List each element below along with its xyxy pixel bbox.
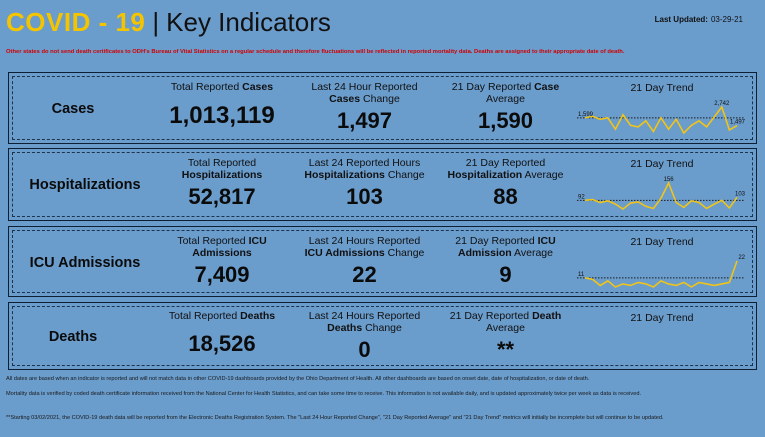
hosp-peak-label: 156 [664, 177, 675, 183]
cases-last-label: 1,497 [730, 120, 746, 126]
cases-total-label: Total Reported Cases [170, 81, 274, 93]
cases-trend-label: 21 Day Trend [630, 82, 694, 94]
icu-last-label: 22 [738, 255, 745, 261]
title-covid: COVID - 19 [6, 6, 146, 37]
icu-trend-label: 21 Day Trend [630, 236, 694, 248]
hosp-change-value: 103 [346, 184, 383, 209]
deaths-change-label: Last 24 Hours Reported Deaths Change [308, 310, 421, 334]
hosp-ref-label: 92 [578, 194, 585, 200]
icu-average-label: 21 Day Reported ICU Admission Average [455, 235, 556, 259]
hosp-average-value: 88 [493, 184, 518, 209]
cases-ref-label: 1,599 [578, 112, 594, 118]
deaths-trend-label: 21 Day Trend [630, 312, 694, 324]
deaths-average-label: 21 Day Reported Death Average [449, 310, 562, 334]
row-label-icu: ICU Admissions [29, 255, 141, 271]
icu-trend-chart: 11 22 [577, 255, 746, 288]
cases-change-value: 1,497 [336, 108, 393, 133]
icu-change: Last 24 Hours Reported ICU Admissions Cha… [292, 235, 437, 288]
icu-average: 21 Day Reported ICU Admission Average 9 [433, 235, 578, 288]
mortality-warning: Other states do not send death certifica… [6, 49, 625, 55]
cases-total-value: 1,013,119 [169, 102, 275, 129]
cases-change-label: Last 24 Hour Reported Cases Change [311, 81, 418, 105]
cases-total: Total Reported Cases 1,013,119 [147, 81, 297, 130]
icu-total-value: 7,409 [194, 262, 250, 287]
hosp-total-value: 52,817 [188, 184, 256, 209]
icu-total: Total Reported ICU Admissions 7,409 [157, 235, 287, 288]
hosp-average-label: 21 Day Reported Hospitalization Average [447, 157, 564, 181]
deaths-average: 21 Day Reported Death Average ** [433, 310, 578, 363]
last-updated-value: 03-29-21 [710, 15, 743, 24]
icu-panel: ICU Admissions Total Reported ICU Admissi… [8, 226, 757, 297]
cases-change: Last 24 Hour Reported Cases Change 1,497 [292, 81, 437, 134]
hosp-average: 21 Day Reported Hospitalization Average 8… [433, 157, 578, 210]
cases-peak-label: 2,742 [714, 101, 730, 107]
last-updated-label: Last Updated: [654, 15, 708, 24]
deaths-panel: Deaths Total Reported Deaths 18,526 Last… [8, 302, 757, 370]
footer-note-3: **Starting 03/02/2021, the COVID-19 deat… [6, 415, 664, 421]
cases-trend-line [584, 105, 738, 135]
footer-note-1: All dates are based when an indicator is… [6, 376, 590, 382]
hospitalizations-panel: Hospitalizations Total Reported Hospitali… [8, 148, 757, 221]
icu-ref-label: 11 [578, 272, 585, 278]
hosp-trend-chart: 92 156 103 [577, 177, 746, 210]
hosp-change-label: Last 24 Reported Hours Hospitalizations C… [304, 157, 425, 181]
deaths-change-value: 0 [358, 337, 371, 362]
cases-average-value: 1,590 [477, 108, 534, 133]
hosp-total-label: Total Reported Hospitalizations [181, 157, 263, 181]
deaths-total-value: 18,526 [188, 331, 256, 356]
icu-change-label: Last 24 Hours Reported ICU Admissions Cha… [304, 235, 425, 259]
row-label-cases: Cases [51, 101, 95, 117]
icu-change-value: 22 [352, 262, 377, 287]
row-label-hospitalizations: Hospitalizations [29, 177, 141, 193]
footer-note-2: Mortality data is verified by coded deat… [6, 391, 641, 397]
icu-trend-line [584, 260, 738, 288]
icu-total-label: Total Reported ICU Admissions [177, 235, 267, 259]
title-separator: | [152, 6, 160, 37]
hosp-change: Last 24 Reported Hours Hospitalizations C… [292, 157, 437, 210]
cases-trend-chart: 1,599 2,742 1,497 [577, 101, 746, 135]
deaths-change: Last 24 Hours Reported Deaths Change 0 [292, 310, 437, 363]
icu-average-value: 9 [499, 262, 512, 287]
deaths-total: Total Reported Deaths 18,526 [157, 310, 287, 357]
cases-panel: Cases Total Reported Cases 1,013,119 Las… [8, 72, 757, 144]
deaths-average-value: ** [496, 337, 515, 362]
deaths-total-label: Total Reported Deaths [168, 310, 276, 322]
hosp-last-label: 103 [735, 191, 746, 197]
page-title: Key Indicators [166, 6, 331, 37]
hosp-total: Total Reported Hospitalizations 52,817 [157, 157, 287, 210]
hosp-trend-line [584, 181, 738, 210]
hosp-trend-label: 21 Day Trend [630, 158, 694, 170]
cases-average-label: 21 Day Reported Case Average [451, 81, 560, 105]
row-label-deaths: Deaths [48, 329, 98, 345]
dashboard-header: COVID - 19 | Key Indicators [6, 4, 331, 40]
last-updated: Last Updated: 03-29-21 [655, 15, 743, 24]
cases-average: 21 Day Reported Case Average 1,590 [433, 81, 578, 134]
